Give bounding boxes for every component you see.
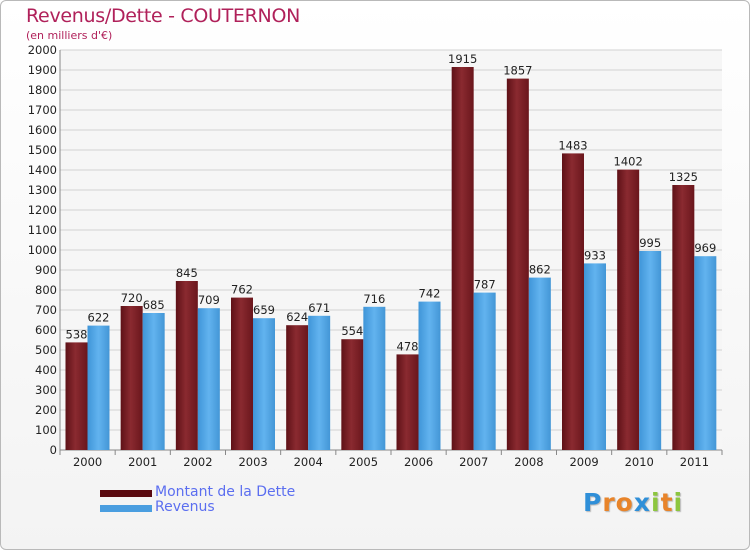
- bar-revenus: [197, 308, 220, 450]
- data-label-revenus: 709: [198, 293, 220, 307]
- y-tick-label: 800: [35, 283, 57, 297]
- data-label-dette: 538: [66, 327, 88, 341]
- y-tick-label: 200: [35, 403, 57, 417]
- y-tick-label: 100: [35, 423, 57, 437]
- data-label-revenus: 685: [143, 298, 165, 312]
- data-label-revenus: 742: [419, 287, 441, 301]
- x-tick-label: 2008: [514, 455, 543, 469]
- y-tick-label: 1800: [28, 83, 57, 97]
- x-tick-label: 2004: [294, 455, 323, 469]
- bar-revenus: [308, 315, 331, 450]
- bar-dette: [562, 153, 584, 450]
- data-label-revenus: 787: [474, 278, 496, 292]
- y-tick-label: 600: [35, 323, 57, 337]
- data-label-revenus: 933: [584, 248, 606, 262]
- bar-revenus: [694, 256, 717, 450]
- bar-dette: [231, 297, 253, 450]
- data-label-dette: 762: [231, 283, 253, 297]
- data-label-dette: 554: [341, 324, 363, 338]
- y-tick-label: 2000: [28, 43, 57, 57]
- bar-dette: [451, 67, 474, 450]
- y-tick-label: 1200: [28, 203, 57, 217]
- data-label-revenus: 622: [88, 311, 110, 325]
- y-tick-label: 1000: [28, 243, 57, 257]
- data-label-revenus: 862: [529, 263, 551, 277]
- data-label-dette: 1325: [669, 170, 698, 184]
- logo-letter: t: [660, 488, 674, 517]
- logo-letter: i: [651, 488, 661, 517]
- data-label-dette: 1402: [614, 155, 643, 169]
- y-tick-label: 400: [35, 363, 57, 377]
- logo-letter: o: [615, 488, 634, 517]
- logo-letter: P: [583, 488, 603, 517]
- x-tick-label: 2006: [404, 455, 433, 469]
- data-label-revenus: 995: [639, 236, 661, 250]
- logo-letter: x: [633, 488, 651, 517]
- y-tick-label: 1700: [28, 103, 57, 117]
- data-label-dette: 478: [397, 339, 419, 353]
- bar-dette: [175, 281, 198, 450]
- y-tick-label: 500: [35, 343, 57, 357]
- chart-title: Revenus/Dette - COUTERNON: [26, 5, 301, 27]
- x-tick-label: 2011: [680, 455, 709, 469]
- data-label-dette: 845: [176, 266, 198, 280]
- bar-dette: [286, 325, 309, 450]
- data-label-revenus: 671: [308, 301, 330, 315]
- bar-dette: [341, 339, 364, 450]
- bar-revenus: [363, 306, 386, 450]
- legend-label-revenus: Revenus: [155, 499, 215, 515]
- y-tick-label: 900: [35, 263, 57, 277]
- legend-swatch-dette: [100, 490, 152, 497]
- bar-revenus: [584, 263, 606, 450]
- data-label-revenus: 969: [694, 241, 716, 255]
- y-tick-label: 1100: [28, 223, 57, 237]
- y-tick-label: 0: [50, 443, 57, 457]
- bar-dette: [617, 169, 640, 450]
- y-tick-label: 1500: [28, 143, 57, 157]
- x-tick-label: 2000: [73, 455, 102, 469]
- data-label-dette: 720: [121, 291, 143, 305]
- y-tick-label: 1600: [28, 123, 57, 137]
- data-label-dette: 624: [286, 310, 308, 324]
- bar-revenus: [473, 292, 496, 450]
- bar-revenus: [253, 318, 275, 450]
- x-tick-label: 2005: [349, 455, 378, 469]
- legend-label-dette: Montant de la Dette: [155, 484, 296, 500]
- y-tick-label: 300: [35, 383, 57, 397]
- y-tick-label: 700: [35, 303, 57, 317]
- chart-subtitle: (en milliers d'€): [26, 29, 113, 42]
- bar-revenus: [418, 301, 441, 450]
- data-label-dette: 1915: [448, 52, 477, 66]
- x-tick-label: 2010: [625, 455, 654, 469]
- bar-dette: [396, 354, 419, 450]
- x-tick-label: 2007: [459, 455, 488, 469]
- bar-dette: [672, 185, 695, 450]
- data-label-revenus: 716: [363, 292, 385, 306]
- data-label-dette: 1857: [503, 64, 532, 78]
- bar-revenus: [87, 325, 110, 450]
- data-label-dette: 1483: [558, 138, 587, 152]
- y-tick-label: 1900: [28, 63, 57, 77]
- bar-dette: [506, 78, 529, 450]
- data-label-revenus: 659: [253, 303, 275, 317]
- bar-revenus: [639, 251, 662, 450]
- proxiti-logo: Proxiti: [583, 488, 683, 517]
- bar-revenus: [142, 313, 165, 450]
- y-tick-label: 1400: [28, 163, 57, 177]
- logo-letter: r: [602, 488, 616, 517]
- bar-dette: [120, 306, 143, 450]
- legend-swatch-revenus: [100, 505, 152, 512]
- x-tick-label: 2003: [238, 455, 267, 469]
- y-tick-label: 1300: [28, 183, 57, 197]
- bar-revenus: [528, 277, 551, 450]
- x-tick-label: 2009: [569, 455, 598, 469]
- x-tick-label: 2001: [128, 455, 157, 469]
- x-tick-label: 2002: [183, 455, 212, 469]
- logo-letter: i: [673, 488, 684, 517]
- bar-dette: [65, 342, 88, 450]
